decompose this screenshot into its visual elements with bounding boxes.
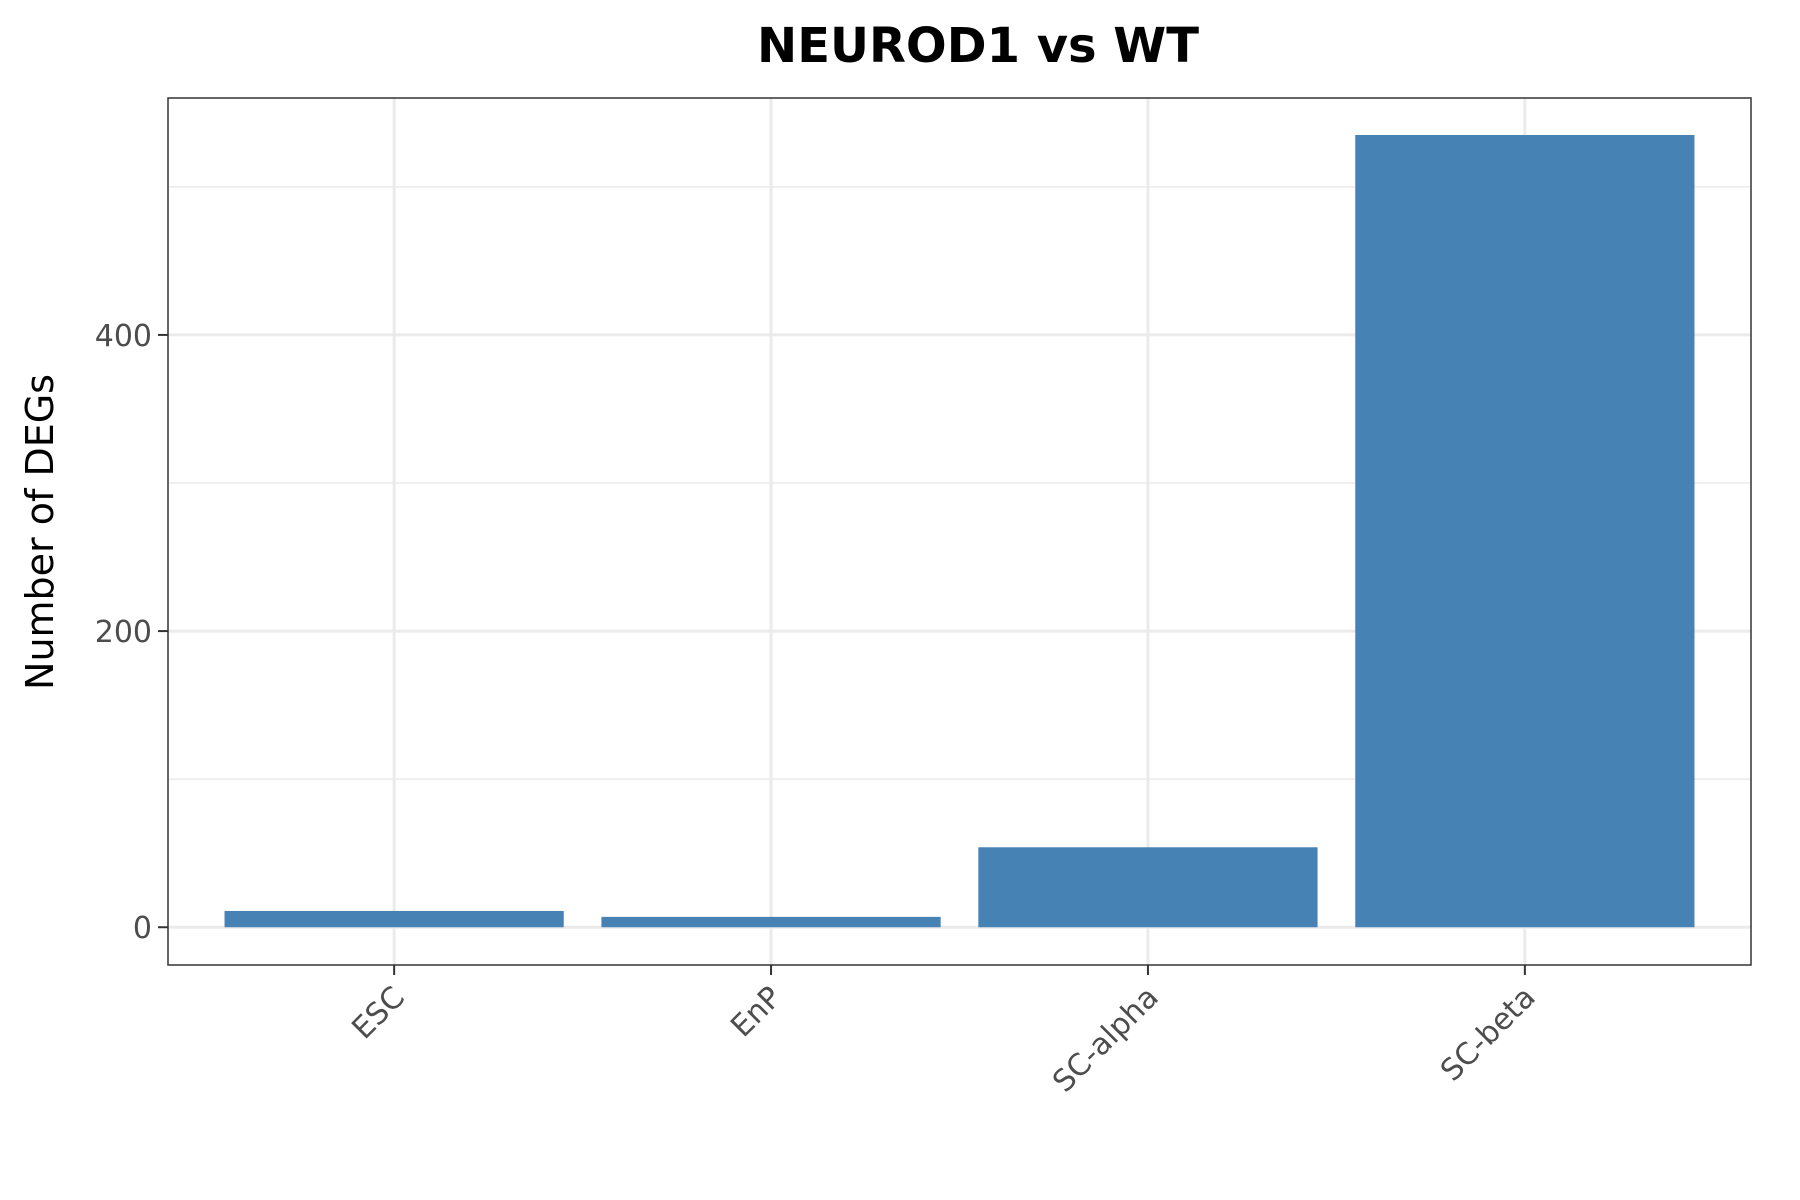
- bars: [224, 135, 1695, 928]
- x-tick-label: ESC: [345, 980, 411, 1046]
- x-tick-label: SC-beta: [1434, 980, 1543, 1089]
- axes: 0 200 400 ESC EnP SC-alpha SC-beta: [95, 319, 1543, 1099]
- x-tick-label: SC-alpha: [1046, 980, 1165, 1099]
- y-tick-label: 200: [95, 615, 152, 650]
- bar-enp: [601, 916, 941, 928]
- plot-panel-border: [167, 97, 1752, 966]
- y-axis-label: Number of DEGs: [18, 374, 62, 690]
- y-tick-label: 400: [95, 319, 152, 354]
- x-tick-label: EnP: [724, 980, 788, 1044]
- bar-sc-alpha: [978, 847, 1318, 928]
- bar-sc-beta: [1355, 135, 1695, 928]
- bar-esc: [224, 910, 564, 928]
- y-tick-label: 0: [133, 911, 152, 946]
- chart-title: NEUROD1 vs WT: [757, 18, 1199, 74]
